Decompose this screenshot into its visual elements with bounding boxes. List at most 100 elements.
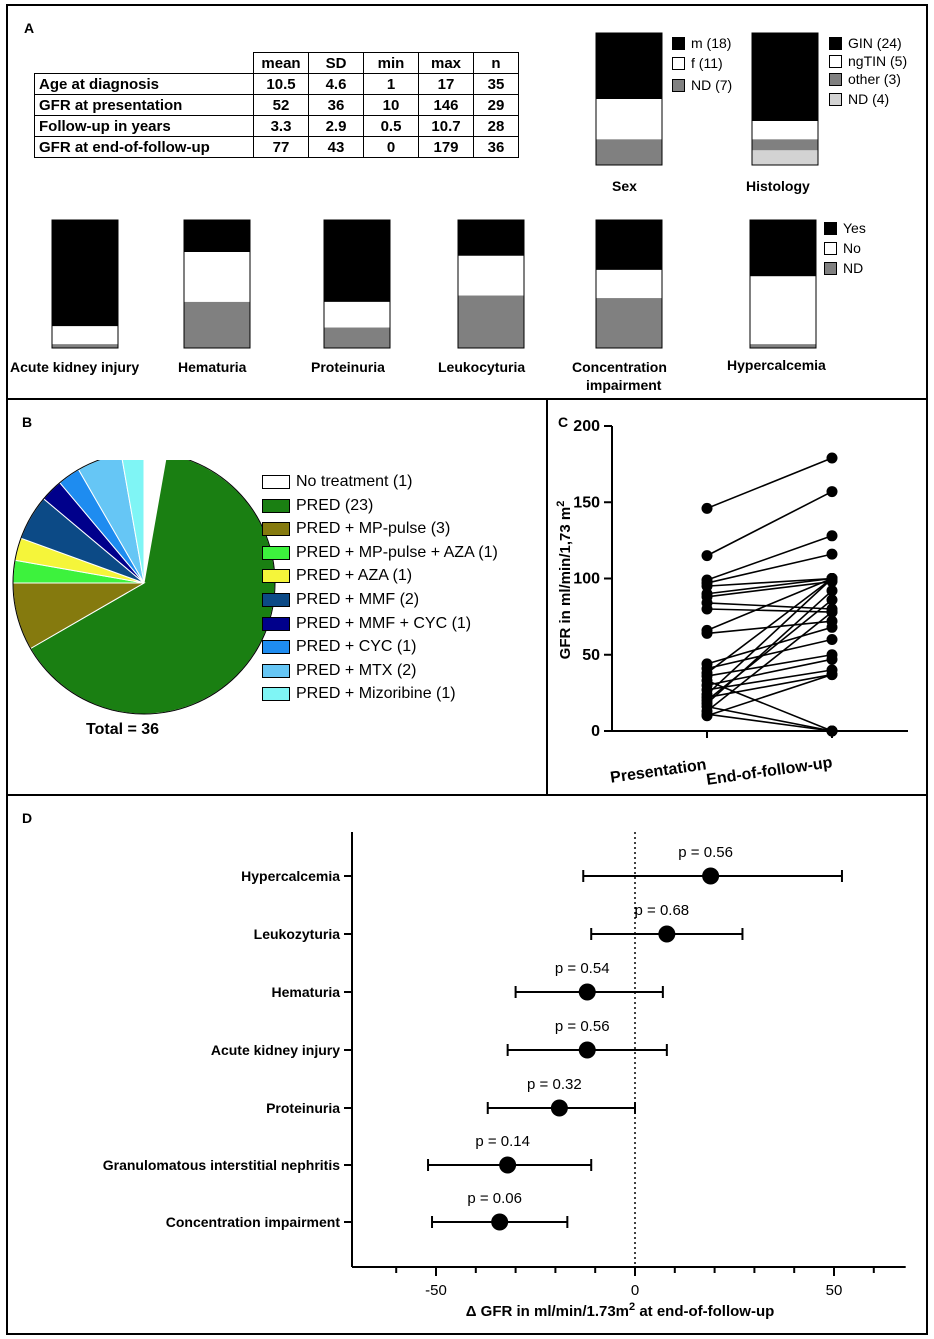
- p-value-label: p = 0.14: [475, 1133, 530, 1150]
- swatch-black: [824, 221, 837, 235]
- pair-line: [706, 611, 833, 712]
- pair-line: [706, 673, 833, 717]
- legend-swatch: [262, 640, 290, 655]
- clinical-caption: Acute kidney injury: [10, 359, 140, 375]
- clinical-bar-segment: [324, 220, 390, 302]
- pair-line: [706, 577, 833, 695]
- end-point: [826, 725, 838, 737]
- clinical-legend-item: No: [824, 239, 861, 257]
- legend-label: ngTIN (5): [848, 53, 908, 69]
- pair-line: [706, 713, 833, 732]
- swatch-white: [829, 54, 842, 68]
- row-label: Proteinuria: [266, 1100, 340, 1116]
- clinical-bar-segment: [750, 344, 816, 348]
- histology-legend-item: GIN (24): [829, 34, 902, 52]
- treatment-pie: [12, 460, 276, 715]
- swatch-gray: [824, 261, 837, 275]
- table-header: max: [418, 52, 474, 74]
- pair-line: [706, 577, 833, 595]
- end-point: [826, 452, 838, 464]
- sex-bar-segment: [596, 139, 662, 165]
- histology-legend-item: ngTIN (5): [829, 52, 907, 70]
- end-point: [826, 486, 838, 498]
- p-value-label: p = 0.06: [467, 1190, 522, 1207]
- estimate-point: [499, 1156, 517, 1174]
- swatch-black: [672, 36, 685, 50]
- histology-bar-segment: [752, 121, 818, 140]
- table-cell: GFR at presentation: [34, 94, 254, 116]
- clinical-bar-outline: [183, 219, 251, 349]
- clinical-bar-segment: [52, 326, 118, 345]
- table-cell: 77: [253, 136, 309, 158]
- clinical-legend-item: ND: [824, 259, 863, 277]
- treatment-legend-item: PRED + MMF + CYC (1): [262, 615, 471, 633]
- sex-legend-item: m (18): [672, 34, 731, 52]
- panel-b-label: B: [22, 414, 33, 430]
- end-point: [826, 621, 838, 633]
- clinical-bar-segment: [52, 220, 118, 327]
- clinical-bar-segment: [458, 220, 524, 256]
- swatch-lightgray: [829, 92, 842, 106]
- clinical-bar-segment: [596, 298, 662, 348]
- estimate-point: [491, 1213, 509, 1231]
- end-point: [826, 653, 838, 665]
- pie-total: Total = 36: [86, 721, 160, 738]
- row-label: Acute kidney injury: [211, 1042, 340, 1058]
- y-tick-label: 200: [573, 418, 600, 435]
- pair-line: [706, 679, 833, 732]
- histology-caption: Histology: [746, 178, 810, 194]
- clinical-bar-outline: [749, 219, 817, 349]
- sex-legend-item: f (11): [672, 54, 723, 72]
- clinical-bar-outline: [457, 219, 525, 349]
- y-tick-label: 100: [573, 571, 600, 588]
- x-tick-label: End-of-follow-up: [705, 754, 833, 789]
- pair-line: [706, 590, 833, 705]
- clinical-bar-segment: [324, 327, 390, 348]
- x-tick-label: Presentation: [609, 756, 707, 786]
- presentation-point: [701, 550, 713, 562]
- y-axis-label: GFR in ml/min/1,73 m2: [555, 501, 574, 660]
- table-cell: Age at diagnosis: [34, 73, 254, 95]
- clinical-legend-item: Yes: [824, 219, 866, 237]
- row-label: Hematuria: [272, 984, 341, 1000]
- treatment-legend-item: PRED (23): [262, 497, 373, 515]
- clinical-bar-segment: [750, 220, 816, 277]
- swatch-gray: [672, 78, 685, 92]
- table-header-row: mean SD min max n: [35, 52, 519, 74]
- legend-label: ND (4): [848, 91, 890, 107]
- legend-label: PRED + AZA (1): [296, 567, 413, 585]
- legend-label: GIN (24): [848, 35, 902, 51]
- table-cell: 4.6: [308, 73, 364, 95]
- end-point: [826, 585, 838, 597]
- panel-a-label: A: [24, 20, 35, 36]
- end-point: [826, 634, 838, 645]
- panel-d: D: [6, 794, 928, 1335]
- table-cell: 179: [418, 136, 474, 158]
- gfr-paired-chart: 0 50 100 150 200 PresentationEnd-of-follow-up…: [555, 418, 908, 789]
- histology-bar-segment: [752, 139, 818, 151]
- end-point: [826, 594, 838, 606]
- estimate-point: [578, 1041, 596, 1059]
- histology-bar-segment: [752, 33, 818, 122]
- table-cell: GFR at end-of-follow-up: [34, 136, 254, 158]
- pair-line: [706, 490, 833, 557]
- clinical-bar-segment: [458, 295, 524, 348]
- pair-line: [706, 638, 833, 670]
- clinical-bar-segment: [184, 301, 250, 348]
- pair-line: [706, 620, 833, 635]
- x-tick-label: 0: [631, 1282, 639, 1299]
- pair-line: [706, 457, 833, 510]
- swatch-gray: [829, 72, 842, 86]
- clinical-caption: Hematuria: [178, 359, 247, 375]
- treatment-legend-item: PRED + CYC (1): [262, 638, 416, 656]
- end-point: [826, 548, 838, 560]
- x-axis-label: Δ GFR in ml/min/1.73m2 at end-of-follow-…: [466, 1301, 775, 1320]
- y-tick-label: 0: [591, 723, 600, 740]
- p-value-label: p = 0.68: [635, 902, 690, 919]
- p-value-label: p = 0.56: [678, 844, 733, 861]
- clinical-bar-segment: [750, 276, 816, 345]
- clinical-caption: Leukocyturia: [438, 359, 526, 375]
- legend-label: ND (7): [691, 77, 733, 93]
- table-cell: 36: [473, 136, 519, 158]
- sex-caption: Sex: [612, 178, 637, 194]
